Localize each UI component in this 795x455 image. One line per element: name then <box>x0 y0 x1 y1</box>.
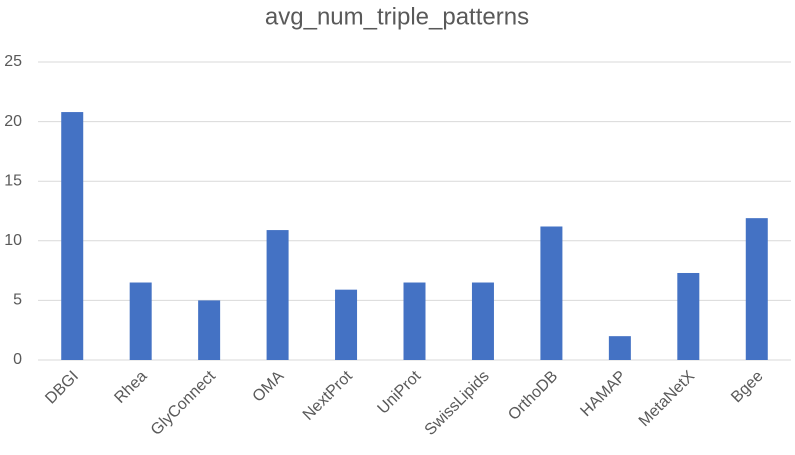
bar <box>335 289 358 360</box>
bar <box>471 282 494 360</box>
x-tick-label: UniProt <box>375 367 425 417</box>
bar <box>266 230 289 360</box>
x-tick-label: Bgee <box>728 368 767 407</box>
x-tick-label: HAMAP <box>577 368 629 420</box>
y-tick-label: 5 <box>13 292 22 309</box>
y-tick-label: 0 <box>13 351 22 368</box>
bar <box>61 112 84 361</box>
bar <box>198 300 221 360</box>
x-tick-label: GlyConnect <box>148 367 220 439</box>
bar <box>129 282 152 360</box>
y-tick-label: 10 <box>4 232 22 249</box>
x-tick-label: OrthoDB <box>505 368 561 424</box>
x-tick-label: SwissLipids <box>422 368 493 439</box>
x-tick-label: DBGI <box>42 368 82 408</box>
x-tick-label: OMA <box>250 368 288 406</box>
chart-title: avg_num_triple_patterns <box>265 3 529 30</box>
y-tick-label: 20 <box>4 113 22 130</box>
y-tick-label: 25 <box>4 53 22 70</box>
bar <box>745 218 768 360</box>
bar <box>677 272 700 360</box>
y-tick-label: 15 <box>4 172 22 189</box>
x-tick-label: Rhea <box>111 368 150 407</box>
bar <box>540 226 563 360</box>
bar <box>608 336 631 360</box>
bar <box>403 282 426 360</box>
x-tick-label: MetaNetX <box>636 368 699 431</box>
x-tick-label: NextProt <box>300 367 356 423</box>
